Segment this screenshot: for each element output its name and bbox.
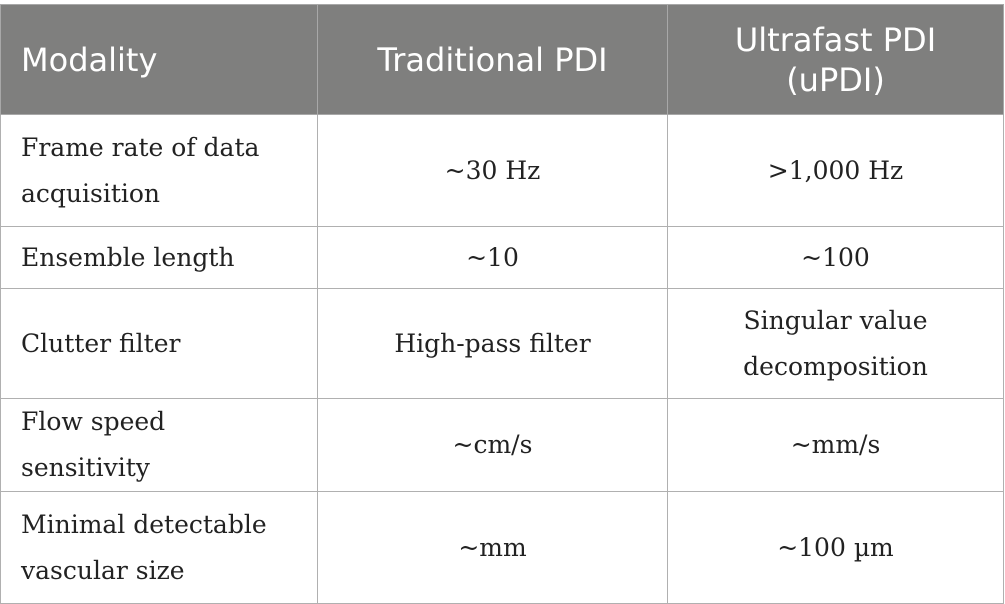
- table-row: Frame rate of data acquisition ~30 Hz >1…: [0, 114, 1004, 227]
- header-traditional-pdi: Traditional PDI: [317, 4, 668, 115]
- row-label: Frame rate of data acquisition: [0, 114, 318, 227]
- table-cell: High-pass filter: [317, 288, 668, 399]
- header-modality: Modality: [0, 4, 318, 115]
- table-cell: ~100: [667, 226, 1004, 289]
- table-row: Clutter filter High-pass filter Singular…: [0, 288, 1004, 399]
- table-cell: Singular value decomposition: [667, 288, 1004, 399]
- table-header: Modality Traditional PDI Ultrafast PDI (…: [0, 4, 1004, 115]
- table-cell: ~cm/s: [317, 398, 668, 492]
- table-row: Flow speed sensitivity ~cm/s ~mm/s: [0, 398, 1004, 492]
- header-ultrafast-pdi: Ultrafast PDI (uPDI): [667, 4, 1004, 115]
- row-label: Clutter filter: [0, 288, 318, 399]
- table-cell: ~30 Hz: [317, 114, 668, 227]
- table-cell: ~mm: [317, 491, 668, 604]
- table-body: Frame rate of data acquisition ~30 Hz >1…: [0, 114, 1004, 604]
- table-cell: ~mm/s: [667, 398, 1004, 492]
- header-row: Modality Traditional PDI Ultrafast PDI (…: [0, 4, 1004, 115]
- comparison-table: Modality Traditional PDI Ultrafast PDI (…: [0, 4, 1004, 604]
- table-cell: ~100 µm: [667, 491, 1004, 604]
- table-row: Minimal detectable vascular size ~mm ~10…: [0, 491, 1004, 604]
- row-label: Flow speed sensitivity: [0, 398, 318, 492]
- table-row: Ensemble length ~10 ~100: [0, 226, 1004, 289]
- table-cell: >1,000 Hz: [667, 114, 1004, 227]
- row-label: Minimal detectable vascular size: [0, 491, 318, 604]
- table-cell: ~10: [317, 226, 668, 289]
- row-label: Ensemble length: [0, 226, 318, 289]
